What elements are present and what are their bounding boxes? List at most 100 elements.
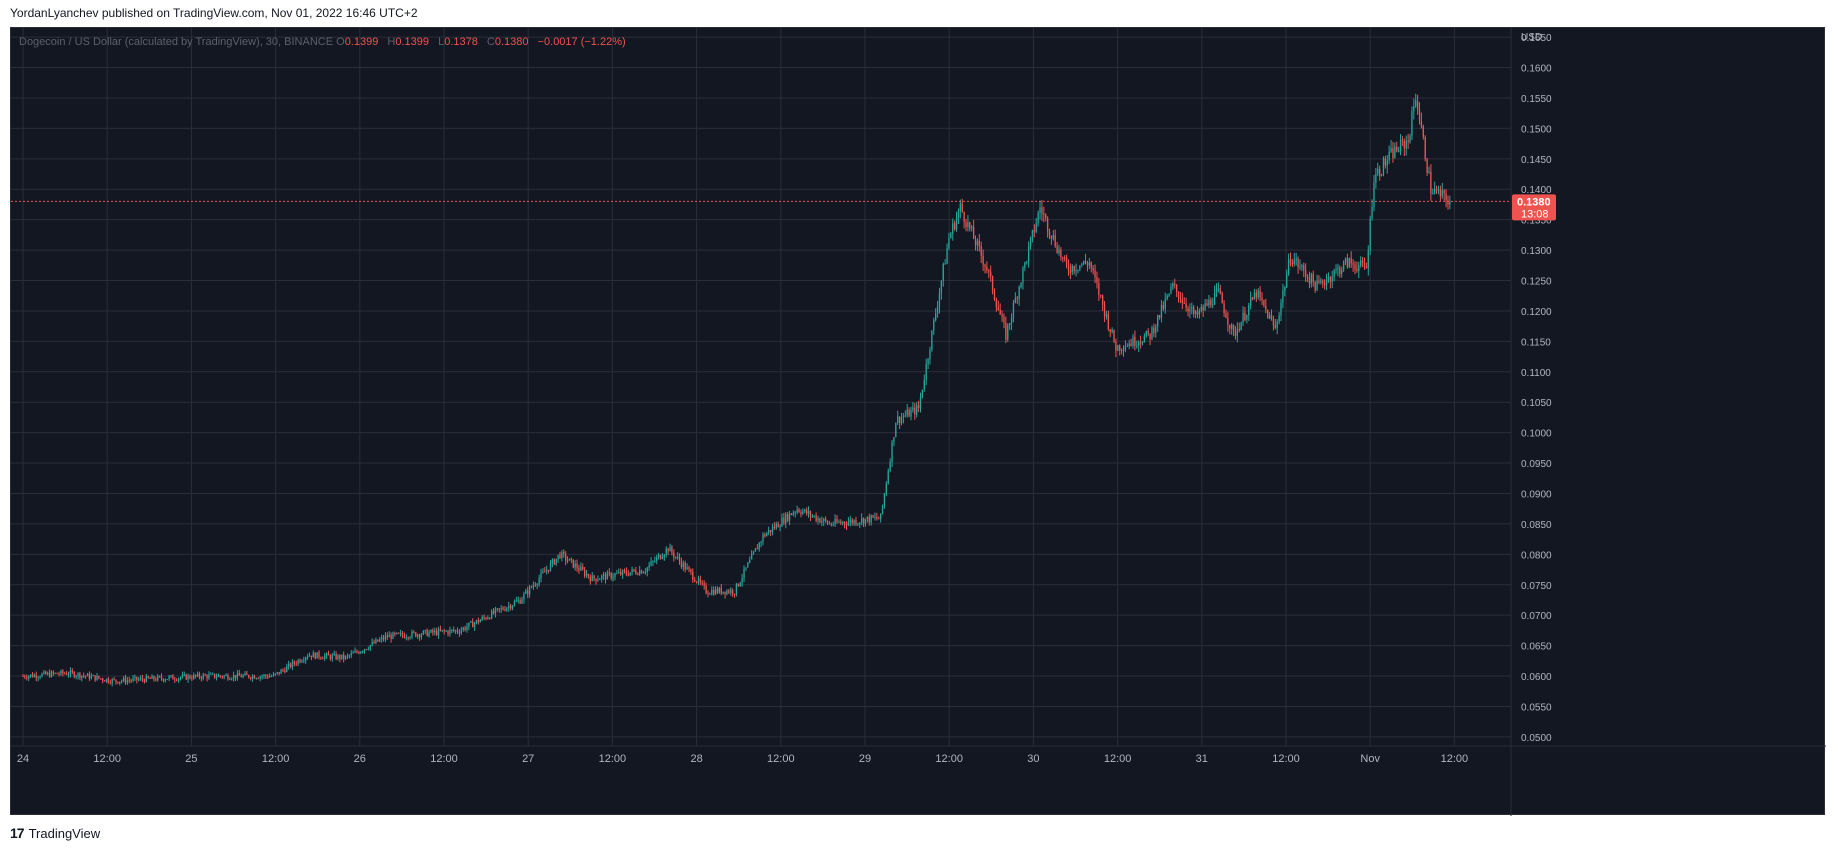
candle-body (382, 637, 385, 640)
candle-body (701, 582, 703, 584)
candle-body (688, 567, 690, 570)
candle-body (1242, 312, 1244, 323)
candle-body (409, 637, 411, 639)
candle-body (418, 634, 421, 638)
candle-body (557, 554, 559, 559)
candle-body (122, 677, 125, 681)
candle-body (1380, 174, 1383, 176)
candle-body (602, 574, 605, 576)
candle-body (1024, 262, 1026, 268)
candle-body (642, 572, 645, 574)
candle-body (853, 520, 855, 524)
candle-body (1054, 235, 1056, 247)
candle-body (176, 679, 178, 681)
y-tick-label: 0.1150 (1521, 337, 1551, 348)
candle-body (183, 674, 185, 676)
candle-body (587, 573, 590, 577)
candle-body (213, 673, 216, 678)
candle-body (1130, 343, 1132, 346)
candle-body (483, 617, 485, 619)
candle-body (976, 240, 979, 246)
candle-body (1213, 292, 1216, 305)
candlestick-chart[interactable]: 0.16500.16000.15500.15000.14500.14000.13… (11, 28, 1826, 816)
candle-body (929, 349, 931, 360)
chart-panel[interactable]: 0.1650 0.1600 0.1550 0.1500 0.1450 0.1400 0.13… (10, 27, 1826, 816)
candle-body (843, 522, 846, 524)
candle-body (1101, 295, 1104, 305)
candle-body (663, 555, 665, 558)
candle-body (343, 654, 345, 659)
candle-body (583, 569, 586, 576)
bar-countdown: 13:08 (1521, 208, 1549, 220)
candle-body (1215, 288, 1218, 293)
candle-body (29, 674, 32, 677)
y-tick-label: 0.0700 (1521, 611, 1552, 622)
candle-body (354, 651, 356, 653)
candle-body (1388, 151, 1390, 161)
candle-body (1280, 302, 1282, 316)
candle-body (379, 639, 381, 642)
candle-body (346, 655, 349, 657)
candle-body (942, 264, 944, 281)
candle-body (401, 633, 404, 636)
candle-body (633, 569, 635, 571)
candle-body (439, 629, 442, 631)
candle-body (1105, 314, 1108, 317)
candle-body (456, 630, 459, 632)
candle-body (921, 389, 924, 398)
candle-body (610, 572, 612, 579)
candle-body (65, 673, 68, 675)
candle-body (143, 679, 146, 682)
candle-body (210, 673, 212, 675)
candle-body (413, 631, 415, 633)
candle-body (608, 572, 610, 574)
candle-body (1050, 235, 1053, 239)
candle-body (948, 237, 950, 249)
candle-body (878, 518, 880, 520)
candle-body (561, 551, 563, 559)
candle-body (1162, 304, 1165, 309)
candle-body (464, 627, 466, 630)
candle-body (707, 593, 709, 595)
candle-body (1413, 106, 1415, 111)
candle-body (914, 407, 916, 415)
tradingview-logo-icon: 17 (10, 825, 25, 841)
candle-body (1062, 257, 1064, 259)
candle-body (496, 608, 499, 610)
footer-branding[interactable]: 17 TradingView (10, 825, 100, 841)
candle-body (339, 655, 341, 659)
y-tick-label: 0.0750 (1521, 581, 1552, 592)
candle-body (1145, 330, 1147, 337)
candle-body (132, 678, 134, 681)
candle-body (119, 681, 121, 684)
candle-body (64, 673, 66, 675)
x-tick-label: 12:00 (767, 753, 795, 765)
candle-body (160, 676, 163, 679)
candle-body (170, 675, 172, 677)
candle-body (426, 630, 428, 637)
candle-body (272, 674, 275, 677)
candle-body (297, 660, 299, 664)
candle-body (671, 546, 673, 553)
candle-body (1335, 269, 1337, 271)
candle-body (428, 632, 430, 637)
candle-body (1325, 280, 1328, 286)
candle-body (769, 530, 772, 533)
candle-body (217, 675, 220, 677)
candle-body (1238, 328, 1240, 331)
candle-body (733, 593, 736, 595)
candle-body (879, 513, 882, 519)
candle-body (202, 674, 204, 679)
candle-body (809, 511, 812, 517)
candle-body (1217, 288, 1220, 290)
candle-body (686, 567, 688, 570)
candle-body (405, 637, 407, 639)
candle-body (1286, 274, 1288, 288)
candle-body (1306, 276, 1309, 279)
candle-body (967, 221, 969, 228)
candle-body (1327, 276, 1330, 281)
candle-body (1073, 265, 1075, 272)
candle-body (936, 306, 939, 314)
candle-body (71, 670, 73, 673)
candle-body (390, 634, 392, 639)
